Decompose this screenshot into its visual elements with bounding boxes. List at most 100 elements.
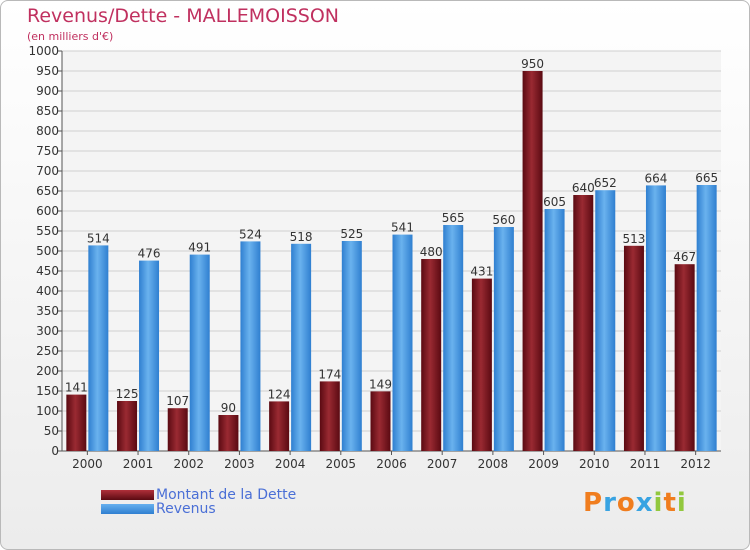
data-label-revenus: 664 xyxy=(645,171,668,185)
x-tick-label: 2012 xyxy=(680,457,711,471)
x-tick-label: 2010 xyxy=(579,457,610,471)
bar-revenus xyxy=(443,225,464,451)
x-tick-label: 2007 xyxy=(427,457,458,471)
logo-letter: t xyxy=(663,488,677,518)
y-tick-label: 1000 xyxy=(28,44,59,58)
bar-revenus xyxy=(493,227,514,451)
bar-dette xyxy=(269,401,290,451)
data-label-dette: 141 xyxy=(65,381,88,395)
legend-swatch-dette xyxy=(101,490,154,500)
data-label-dette: 480 xyxy=(420,245,443,259)
x-tick-label: 2009 xyxy=(528,457,559,471)
x-tick-label: 2006 xyxy=(376,457,407,471)
x-tick-label: 2005 xyxy=(326,457,357,471)
data-label-dette: 431 xyxy=(470,265,493,279)
x-tick-label: 2002 xyxy=(173,457,204,471)
y-tick-label: 550 xyxy=(36,224,59,238)
bar-revenus xyxy=(392,234,413,451)
y-tick-label: 0 xyxy=(51,444,59,458)
bar-revenus xyxy=(88,245,109,451)
data-label-dette: 107 xyxy=(166,394,189,408)
data-label-revenus: 476 xyxy=(138,247,161,261)
bar-revenus xyxy=(189,254,210,451)
data-label-revenus: 491 xyxy=(188,241,211,255)
bar-revenus xyxy=(696,185,717,451)
data-label-revenus: 524 xyxy=(239,227,262,241)
data-label-revenus: 525 xyxy=(340,227,363,241)
y-tick-label: 900 xyxy=(36,84,59,98)
proxiti-logo: Proxiti xyxy=(583,488,687,518)
legend-swatch-revenus xyxy=(101,504,154,514)
bar-dette xyxy=(471,278,492,451)
logo-letter: i xyxy=(676,488,687,518)
data-label-revenus: 518 xyxy=(290,230,313,244)
y-tick-label: 650 xyxy=(36,184,59,198)
bar-revenus xyxy=(240,241,261,451)
y-tick-label: 100 xyxy=(36,404,59,418)
y-tick-label: 700 xyxy=(36,164,59,178)
bar-revenus xyxy=(645,185,666,451)
bar-dette xyxy=(319,381,340,451)
data-label-revenus: 605 xyxy=(543,195,566,209)
bar-dette xyxy=(370,391,391,451)
bar-dette xyxy=(522,71,543,451)
y-tick-label: 50 xyxy=(44,424,59,438)
y-tick-label: 200 xyxy=(36,364,59,378)
logo-letter: o xyxy=(616,488,636,518)
y-tick-label: 500 xyxy=(36,244,59,258)
data-label-dette: 950 xyxy=(521,57,544,71)
bar-revenus xyxy=(291,243,312,451)
data-label-dette: 125 xyxy=(116,387,139,401)
data-label-dette: 149 xyxy=(369,377,392,391)
logo-letter: i xyxy=(653,488,664,518)
data-label-revenus: 565 xyxy=(442,211,465,225)
legend-label-revenus: Revenus xyxy=(156,501,216,517)
bar-dette xyxy=(218,415,239,451)
logo-letter: x xyxy=(635,488,654,518)
bar-dette xyxy=(421,259,442,451)
x-tick-label: 2000 xyxy=(72,457,103,471)
y-tick-label: 250 xyxy=(36,344,59,358)
y-tick-label: 850 xyxy=(36,104,59,118)
bar-revenus xyxy=(341,241,362,451)
y-tick-label: 950 xyxy=(36,64,59,78)
data-label-dette: 90 xyxy=(221,401,236,415)
data-label-revenus: 541 xyxy=(391,221,414,235)
data-label-revenus: 652 xyxy=(594,176,617,190)
x-tick-label: 2011 xyxy=(630,457,661,471)
y-tick-label: 750 xyxy=(36,144,59,158)
x-tick-label: 2008 xyxy=(478,457,509,471)
data-label-dette: 124 xyxy=(268,387,291,401)
y-tick-label: 350 xyxy=(36,304,59,318)
logo-letter: P xyxy=(583,488,604,518)
bar-dette xyxy=(167,408,188,451)
chart-title: Revenus/Dette - MALLEMOISSON xyxy=(27,5,340,27)
data-label-dette: 640 xyxy=(572,181,595,195)
x-tick-label: 2004 xyxy=(275,457,306,471)
data-label-revenus: 514 xyxy=(87,231,110,245)
bar-dette xyxy=(623,245,644,451)
chart-subtitle: (en milliers d'€) xyxy=(27,30,114,43)
y-tick-label: 300 xyxy=(36,324,59,338)
y-tick-label: 150 xyxy=(36,384,59,398)
bar-dette xyxy=(674,264,695,451)
data-label-dette: 174 xyxy=(318,367,341,381)
y-tick-label: 400 xyxy=(36,284,59,298)
logo-letter: r xyxy=(603,488,617,518)
bar-dette xyxy=(573,195,594,451)
data-label-dette: 513 xyxy=(623,232,646,246)
bar-revenus xyxy=(139,260,160,451)
bar-dette xyxy=(117,401,138,451)
legend-label-dette: Montant de la Dette xyxy=(156,487,297,503)
data-label-dette: 467 xyxy=(673,250,696,264)
bar-revenus xyxy=(544,209,565,451)
bar-revenus xyxy=(595,190,616,451)
data-label-revenus: 665 xyxy=(695,171,718,185)
bar-dette xyxy=(66,394,87,451)
data-label-revenus: 560 xyxy=(492,213,515,227)
y-tick-label: 600 xyxy=(36,204,59,218)
y-tick-label: 800 xyxy=(36,124,59,138)
x-tick-label: 2001 xyxy=(123,457,154,471)
